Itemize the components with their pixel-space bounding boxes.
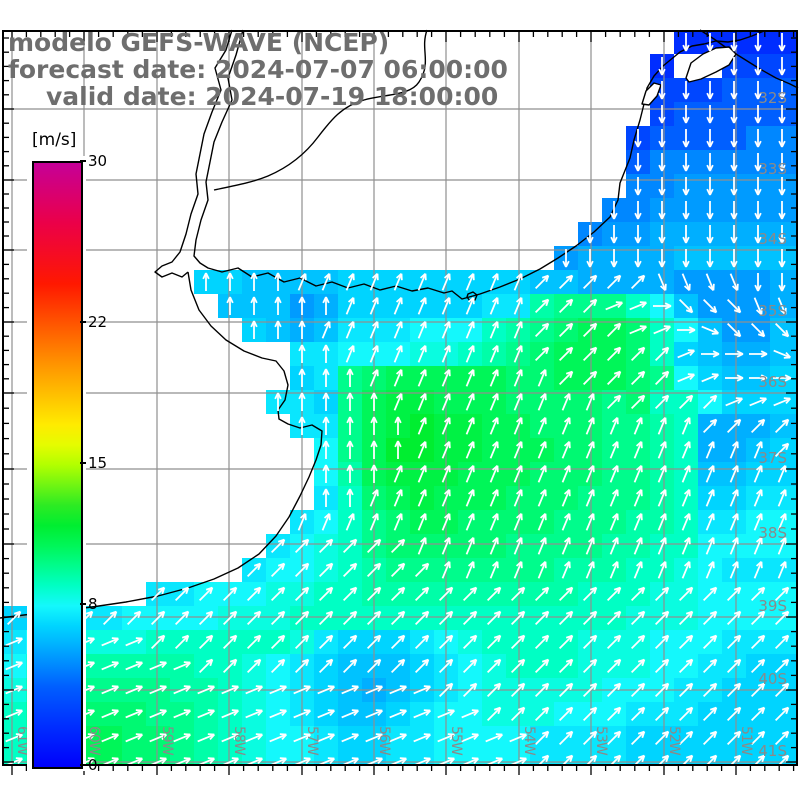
colorbar-tick-mark	[80, 462, 86, 464]
colorbar-tick-label: 8	[88, 594, 98, 613]
latitude-label: 40S	[758, 670, 787, 688]
forecast-date-line: forecast date: 2024-07-07 06:00:00	[8, 55, 508, 84]
latitude-label: 33S	[758, 160, 787, 178]
longitude-label: 61W	[14, 726, 30, 755]
colorbar-tick-label: 22	[88, 313, 108, 332]
longitude-label: 59W	[159, 726, 175, 755]
axis-ticks	[3, 31, 797, 775]
coastline-lagoa-dos-patos-shore	[699, 29, 799, 89]
longitude-label: 56W	[376, 726, 392, 755]
colorbar-tick-mark	[80, 160, 86, 162]
colorbar-tick-mark	[80, 602, 86, 605]
longitude-label: 53W	[593, 726, 609, 755]
coastline-uruguay-river-east-bank-and-atlantic-coast	[193, 29, 765, 300]
longitude-label: 58W	[231, 726, 247, 755]
longitude-label: 51W	[738, 726, 754, 755]
wave-direction-arrows	[5, 33, 792, 765]
latitude-label: 36S	[758, 373, 787, 391]
colorbar-tick-label: 30	[88, 152, 108, 170]
longitude-label: 60W	[86, 726, 102, 755]
model-title: modelo GEFS-WAVE (NCEP)	[8, 28, 390, 57]
longitude-label: 55W	[448, 726, 464, 755]
colorbar-tick-label: 0	[88, 756, 98, 774]
colorbar-tick-mark	[80, 764, 86, 766]
colorbar-tick-mark	[80, 321, 86, 324]
coastline-lagoa-mirim	[685, 46, 737, 83]
coastline	[0, 29, 799, 619]
coastline-islet	[466, 291, 478, 302]
colorbar	[27, 156, 86, 771]
valid-date-line: valid date: 2024-07-19 18:00:00	[46, 82, 499, 111]
latitude-label: 41S	[758, 742, 787, 760]
latitude-label: 34S	[758, 230, 787, 248]
longitude-label: 57W	[304, 726, 320, 755]
colorbar-tick-label: 15	[88, 454, 108, 472]
coastline-small-lagoon	[641, 82, 662, 106]
map-frame	[2, 30, 798, 766]
coastline-uruguay-river-west-bank	[154, 29, 233, 278]
latitude-label: 32S	[758, 89, 787, 107]
latitude-label: 35S	[758, 302, 787, 320]
colorbar-gradient	[32, 161, 83, 769]
latitude-label: 38S	[758, 524, 787, 542]
latitude-label: 39S	[758, 597, 787, 615]
colorbar-unit-label: [m/s]	[30, 130, 79, 150]
coastline-rio-negro	[213, 29, 428, 191]
coastline-argentina-coast	[0, 271, 323, 619]
longitude-label: 52W	[666, 726, 682, 755]
longitude-label: 54W	[521, 726, 537, 755]
latitude-label: 37S	[758, 449, 787, 467]
